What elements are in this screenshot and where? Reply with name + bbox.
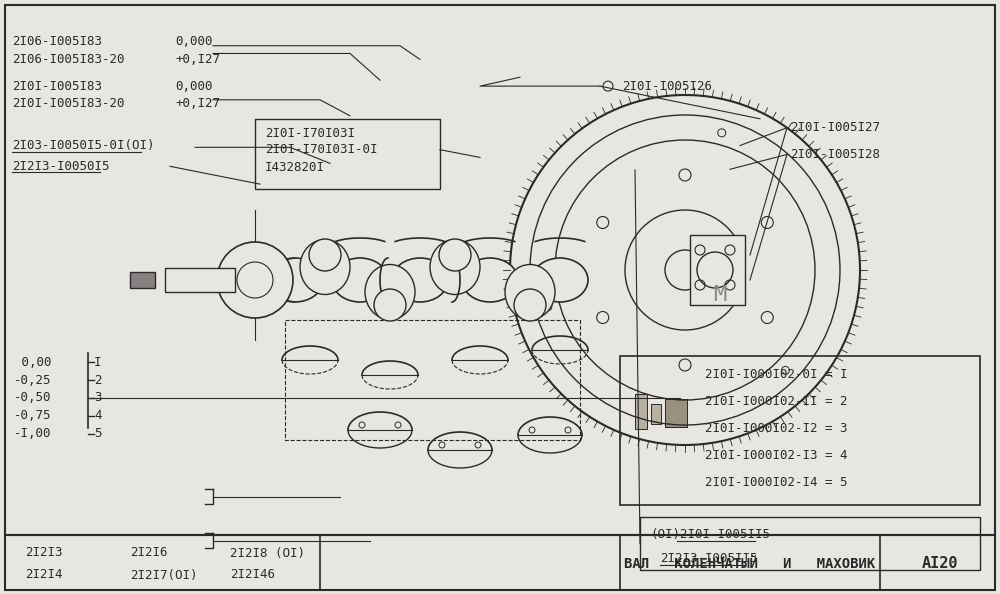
Text: +0,I27: +0,I27 bbox=[175, 97, 220, 110]
Text: 2I0I-I005I28: 2I0I-I005I28 bbox=[790, 148, 880, 161]
Bar bbox=[5, 535, 995, 590]
Bar bbox=[285, 320, 580, 440]
Bar bbox=[255, 119, 440, 189]
Text: 2I2I3: 2I2I3 bbox=[25, 546, 62, 560]
Bar bbox=[5, 5, 995, 535]
Text: 2I0I-I000I02-I2 = 3: 2I0I-I000I02-I2 = 3 bbox=[705, 422, 848, 435]
Bar bbox=[690, 235, 745, 305]
Text: 2I0I-I70I03I: 2I0I-I70I03I bbox=[265, 127, 355, 140]
Text: 2I2I3-I005II5: 2I2I3-I005II5 bbox=[660, 552, 758, 565]
Bar bbox=[665, 399, 687, 426]
Text: 2I2I4: 2I2I4 bbox=[25, 568, 62, 582]
Text: -0,75: -0,75 bbox=[14, 409, 52, 422]
Text: 0,000: 0,000 bbox=[175, 80, 212, 93]
Text: -I,00: -I,00 bbox=[14, 427, 52, 440]
Ellipse shape bbox=[332, 258, 388, 302]
Text: (OI)2I0I-I005II5: (OI)2I0I-I005II5 bbox=[650, 528, 770, 541]
Ellipse shape bbox=[365, 264, 415, 320]
Text: AI20: AI20 bbox=[922, 557, 958, 571]
Text: 2I2I8 (OI): 2I2I8 (OI) bbox=[230, 546, 305, 560]
Ellipse shape bbox=[505, 264, 555, 320]
Ellipse shape bbox=[430, 239, 480, 295]
Text: 3: 3 bbox=[94, 391, 102, 405]
Text: 2I0I-I70I03I-0I: 2I0I-I70I03I-0I bbox=[265, 143, 378, 156]
Text: 2I0I-I000I02-I3 = 4: 2I0I-I000I02-I3 = 4 bbox=[705, 449, 848, 462]
Text: 2: 2 bbox=[94, 374, 102, 387]
Text: -0,25: -0,25 bbox=[14, 374, 52, 387]
Text: 2I2I46: 2I2I46 bbox=[230, 568, 275, 582]
Text: I: I bbox=[94, 356, 102, 369]
Ellipse shape bbox=[392, 258, 448, 302]
Bar bbox=[130, 272, 155, 288]
Text: 2I0I-I005I27: 2I0I-I005I27 bbox=[790, 121, 880, 134]
Bar bbox=[165, 268, 235, 292]
Circle shape bbox=[374, 289, 406, 321]
Circle shape bbox=[217, 242, 293, 318]
Text: 2I0I-I000I02-I4 = 5: 2I0I-I000I02-I4 = 5 bbox=[705, 476, 848, 489]
Text: -0,50: -0,50 bbox=[14, 391, 52, 405]
Text: 2I03-I0050I5-0I(OI): 2I03-I0050I5-0I(OI) bbox=[12, 139, 154, 152]
Ellipse shape bbox=[267, 258, 323, 302]
Text: ВАЛ   КОЛЕНЧАТЫЙ   И   МАХОВИК: ВАЛ КОЛЕНЧАТЫЙ И МАХОВИК bbox=[624, 557, 876, 571]
Text: 2I06-I005I83-20: 2I06-I005I83-20 bbox=[12, 53, 124, 66]
Text: M: M bbox=[713, 285, 727, 305]
Text: 0,00: 0,00 bbox=[14, 356, 52, 369]
Text: 2I2I7(OI): 2I2I7(OI) bbox=[130, 568, 198, 582]
Text: 2I0I-I005I83-20: 2I0I-I005I83-20 bbox=[12, 97, 124, 110]
Bar bbox=[620, 356, 980, 505]
Text: 2I2I6: 2I2I6 bbox=[130, 546, 168, 560]
Bar bbox=[651, 403, 661, 424]
Text: 2I0I-I000I02-II = 2: 2I0I-I000I02-II = 2 bbox=[705, 395, 848, 408]
Ellipse shape bbox=[300, 239, 350, 295]
Circle shape bbox=[309, 239, 341, 271]
Text: 0,000: 0,000 bbox=[175, 35, 212, 48]
Bar bbox=[635, 393, 647, 428]
Bar bbox=[640, 517, 980, 570]
Text: I432820I: I432820I bbox=[265, 161, 325, 174]
Text: 2I0I-I005I83: 2I0I-I005I83 bbox=[12, 80, 102, 93]
Text: 2I06-I005I83: 2I06-I005I83 bbox=[12, 35, 102, 48]
Ellipse shape bbox=[532, 258, 588, 302]
Circle shape bbox=[439, 239, 471, 271]
Text: +0,I27: +0,I27 bbox=[175, 53, 220, 66]
Bar bbox=[665, 399, 687, 426]
Text: 5: 5 bbox=[94, 427, 102, 440]
Circle shape bbox=[514, 289, 546, 321]
Ellipse shape bbox=[462, 258, 518, 302]
Text: 2I2I3-I0050I5: 2I2I3-I0050I5 bbox=[12, 160, 110, 173]
Text: 4: 4 bbox=[94, 409, 102, 422]
Text: 2I0I-I000I02-0I = I: 2I0I-I000I02-0I = I bbox=[705, 368, 848, 381]
Text: 2I0I-I005I26: 2I0I-I005I26 bbox=[622, 80, 712, 93]
